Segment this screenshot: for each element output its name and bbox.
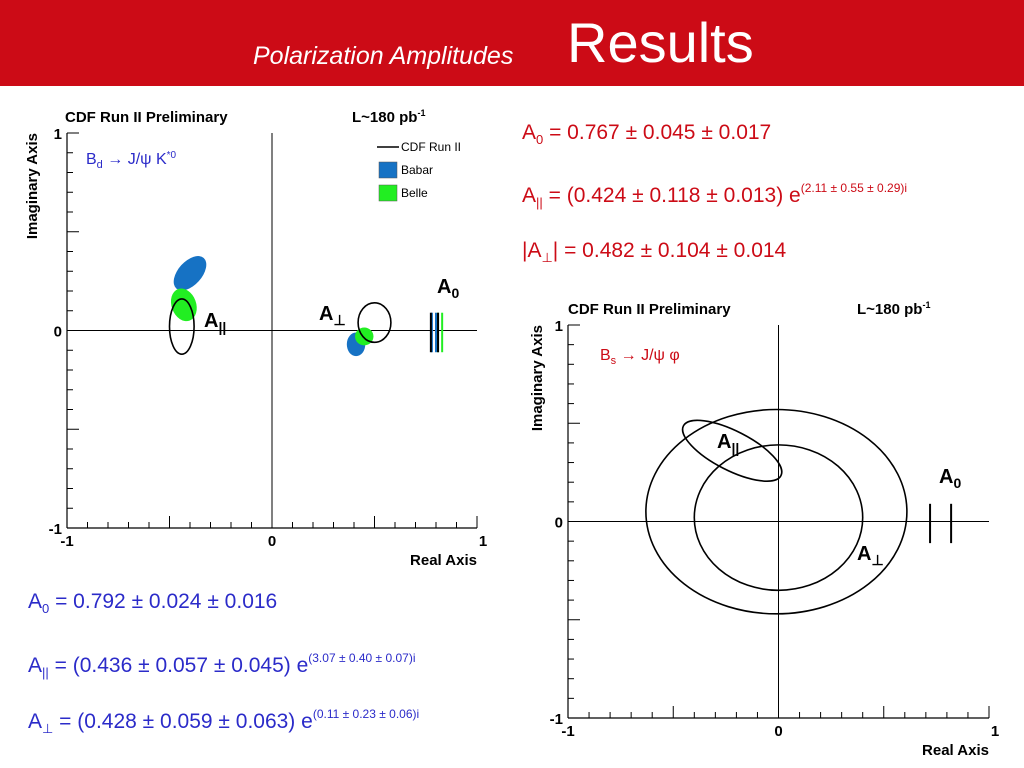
bd-y-tick-label: 1 (54, 126, 62, 143)
bs-header-right: L~180 pb-1 (857, 300, 930, 318)
bd-apar-result: A|| = (0.436 ± 0.057 ± 0.045) e(3.07 ± 0… (28, 651, 416, 680)
bd-legend-label: CDF Run II (401, 140, 461, 154)
bs-amplitude-label: A⊥ (857, 543, 884, 568)
bd-header-right: L~180 pb-1 (352, 108, 425, 126)
title-bar: Polarization Amplitudes Results (0, 0, 1024, 86)
bd-aperp-result: A⊥ = (0.428 ± 0.059 ± 0.063) e(0.11 ± 0.… (28, 707, 420, 736)
bs-amplitude-label: A0 (939, 466, 961, 491)
bd-amplitude-label: A|| (204, 310, 226, 335)
bd-legend-swatch (378, 184, 398, 202)
bs-x-tick-label: 0 (774, 723, 782, 740)
bs-x-axis-title: Real Axis (922, 742, 989, 759)
bs-y-tick-label: -1 (550, 711, 563, 728)
bd-header-left: CDF Run II Preliminary (65, 109, 228, 126)
bd-legend-swatch (378, 161, 398, 179)
bs-process-label: Bs → J/ψ φ (600, 347, 680, 367)
bs-x-tick-label: 1 (991, 723, 999, 740)
bs-ellipse-fit-2 (645, 408, 908, 615)
bd-x-tick-label: -1 (60, 533, 73, 550)
bd-ellipse-belle-0 (170, 288, 197, 322)
bd-a0-result: A0 = 0.792 ± 0.024 ± 0.016 (28, 590, 278, 616)
bd-legend-label: Babar (401, 163, 433, 177)
slide-subtitle: Polarization Amplitudes (253, 42, 514, 70)
bs-header-left: CDF Run II Preliminary (568, 301, 731, 318)
bs-y-tick-label: 0 (555, 515, 563, 532)
bs-ellipse-fit-1 (693, 444, 864, 592)
bd-amplitude-label: A⊥ (319, 303, 346, 328)
bs-ellipse-fit-0 (681, 419, 783, 482)
bd-x-axis-title: Real Axis (410, 552, 477, 569)
bs-y-tick-label: 1 (555, 318, 563, 335)
bd-amplitude-label: A0 (437, 276, 459, 301)
bd-legend-label: Belle (401, 186, 428, 200)
bs-aperp-result: |A⊥| = 0.482 ± 0.104 ± 0.014 (522, 239, 787, 265)
bs-a0-result: A0 = 0.767 ± 0.045 ± 0.017 (522, 121, 772, 147)
bs-apar-result: A|| = (0.424 ± 0.118 ± 0.013) e(2.11 ± 0… (522, 181, 908, 210)
bs-y-axis-title: Imaginary Axis (529, 325, 546, 431)
bd-x-tick-label: 1 (479, 533, 487, 550)
bd-process-label: Bd → J/ψ K*0 (86, 150, 177, 171)
bd-ellipse-babar-0 (173, 256, 207, 291)
bd-y-axis-title: Imaginary Axis (24, 133, 41, 239)
slide-title: Results (567, 11, 754, 74)
bd-ellipse-cdf-run-ii-0 (168, 298, 195, 356)
bd-ellipse-cdf-run-ii-1 (357, 302, 392, 344)
bd-y-tick-label: -1 (49, 521, 62, 538)
bs-x-tick-label: -1 (561, 723, 574, 740)
bs-amplitude-label: A|| (717, 431, 739, 456)
bd-y-tick-label: 0 (54, 324, 62, 341)
bd-x-tick-label: 0 (268, 533, 276, 550)
